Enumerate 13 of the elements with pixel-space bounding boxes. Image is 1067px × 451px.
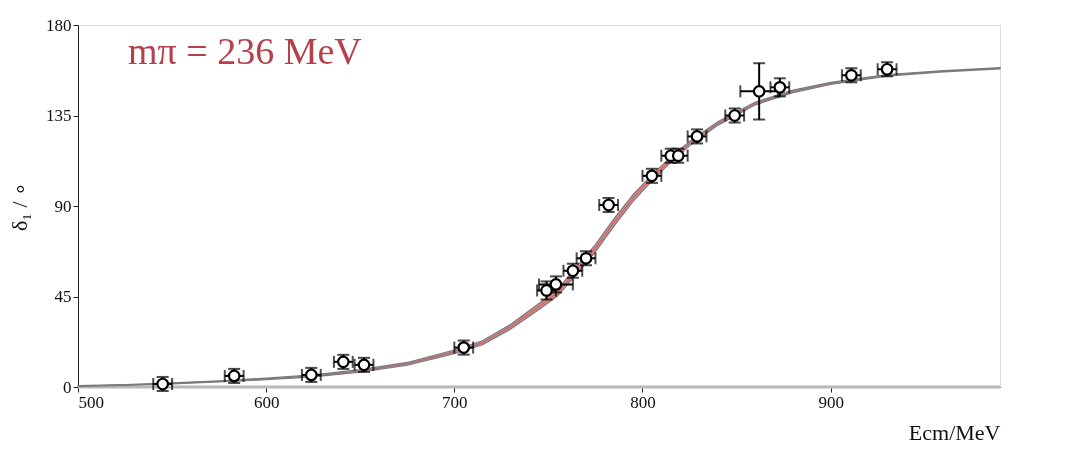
x-tick-label: 900 [818, 392, 844, 412]
y-tick-label: 135 [46, 106, 72, 125]
x-tick-label: 600 [253, 392, 280, 412]
x-tick-label: 800 [630, 392, 656, 412]
y-tick-label: 90 [54, 196, 72, 216]
y-tick-label: 45 [54, 287, 72, 306]
x-axis-title: Ecm/MeV [908, 419, 1001, 445]
y-axis-title: δ₁ / ∘ [7, 181, 32, 232]
x-tick-label: 500 [78, 392, 104, 412]
x-tick-label: 700 [442, 392, 468, 412]
chart-title: mπ = 236 MeV [128, 30, 363, 72]
y-tick-label: 0 [63, 377, 72, 397]
y-tick-label: 180 [46, 15, 72, 35]
